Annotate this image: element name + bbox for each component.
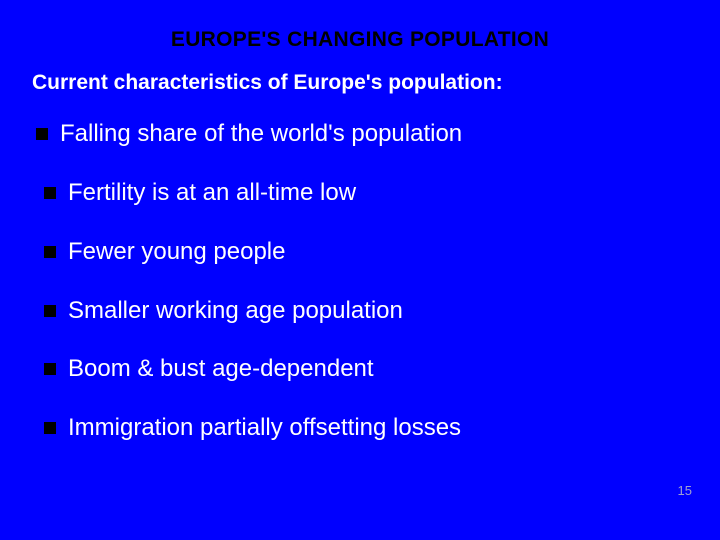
square-bullet-icon <box>44 305 56 317</box>
bullet-list: Falling share of the world's population … <box>0 120 720 443</box>
bullet-text: Smaller working age population <box>68 297 403 326</box>
square-bullet-icon <box>44 246 56 258</box>
square-bullet-icon <box>44 422 56 434</box>
bullet-text: Falling share of the world's population <box>60 120 462 149</box>
square-bullet-icon <box>36 128 48 140</box>
list-item: Fewer young people <box>36 238 660 267</box>
square-bullet-icon <box>44 363 56 375</box>
list-item: Immigration partially offsetting losses <box>36 414 660 443</box>
bullet-text: Fertility is at an all-time low <box>68 179 356 208</box>
list-item: Falling share of the world's population <box>36 120 660 149</box>
page-number: 15 <box>678 483 692 498</box>
list-item: Fertility is at an all-time low <box>36 179 660 208</box>
bullet-text: Immigration partially offsetting losses <box>68 414 461 443</box>
slide-subtitle: Current characteristics of Europe's popu… <box>0 70 720 120</box>
slide-title: EUROPE'S CHANGING POPULATION <box>0 0 720 70</box>
bullet-text: Boom & bust age-dependent <box>68 355 374 384</box>
square-bullet-icon <box>44 187 56 199</box>
bullet-text: Fewer young people <box>68 238 285 267</box>
list-item: Smaller working age population <box>36 297 660 326</box>
list-item: Boom & bust age-dependent <box>36 355 660 384</box>
